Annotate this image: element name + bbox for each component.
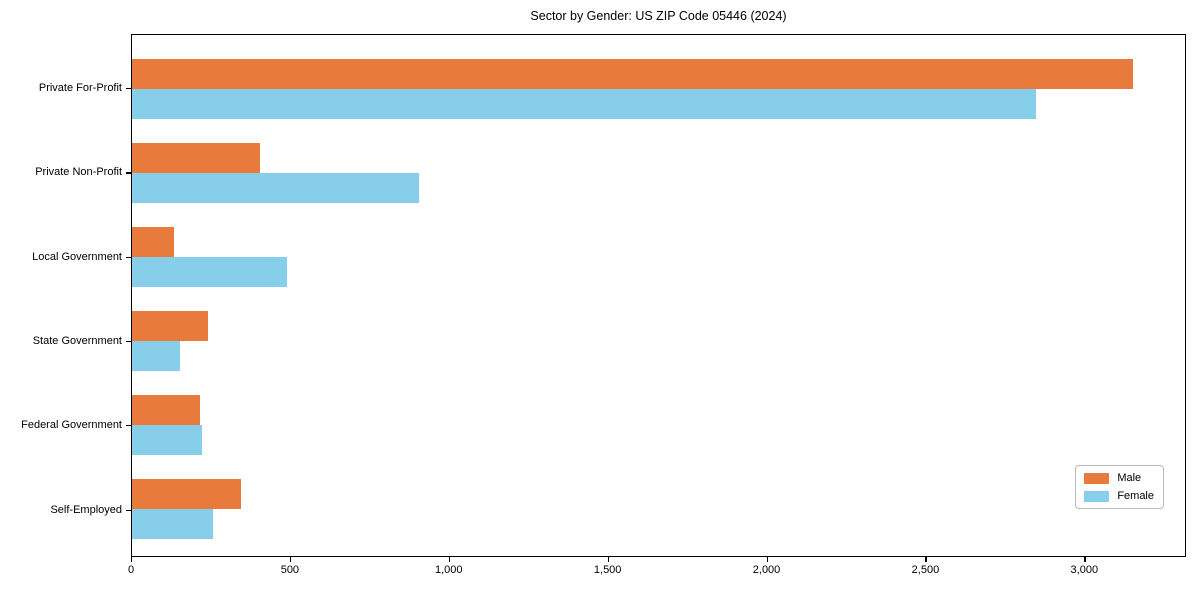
- y-tick-label: Local Government: [32, 250, 122, 263]
- y-tick-mark: [126, 340, 131, 343]
- x-tick-label: 500: [280, 564, 300, 576]
- y-tick-mark: [126, 172, 131, 174]
- x-tick-label: 2,500: [911, 564, 940, 576]
- bar-male-0: [132, 58, 1133, 89]
- x-tick-mark: [766, 557, 768, 562]
- bar-female-4: [132, 424, 203, 455]
- y-tick-mark: [126, 256, 131, 258]
- x-tick-mark: [1084, 557, 1086, 562]
- bar-male-1: [132, 142, 261, 173]
- x-tick-mark: [925, 557, 927, 562]
- legend-label-male: Male: [1117, 472, 1142, 484]
- bar-male-5: [132, 478, 242, 509]
- bar-female-3: [132, 340, 181, 371]
- bar-male-2: [132, 226, 174, 257]
- bar-male-3: [132, 310, 209, 341]
- y-tick-label: Private Non-Profit: [35, 166, 122, 179]
- legend-label-female: Female: [1117, 490, 1154, 502]
- legend-entry-female: Female: [1084, 490, 1154, 502]
- x-tick-mark: [131, 557, 133, 562]
- bar-female-2: [132, 256, 288, 287]
- y-tick-label: Private For-Profit: [38, 82, 122, 95]
- x-tick-mark: [448, 557, 450, 562]
- y-tick-label: State Government: [32, 334, 122, 347]
- x-tick-mark: [289, 557, 292, 562]
- legend: Male Female: [1075, 465, 1164, 509]
- bar-female-5: [132, 508, 214, 539]
- legend-swatch-male-icon: [1084, 472, 1110, 484]
- y-tick-mark: [126, 425, 131, 427]
- legend-entry-male: Male: [1084, 472, 1154, 484]
- x-tick-label: 2,000: [752, 564, 781, 576]
- plot-area: Male Female: [131, 34, 1186, 557]
- x-tick-label: 3,000: [1070, 564, 1099, 576]
- legend-swatch-female-icon: [1084, 490, 1110, 502]
- x-tick-label: 1,000: [435, 564, 463, 576]
- x-tick-mark: [607, 557, 609, 562]
- y-tick-label: Self-Employed: [50, 503, 122, 516]
- y-tick-label: Federal Government: [21, 419, 122, 432]
- y-tick-mark: [126, 509, 131, 511]
- x-tick-label: 1,500: [593, 564, 622, 576]
- y-tick-mark: [126, 88, 131, 90]
- bar-female-0: [132, 88, 1036, 119]
- bar-female-1: [132, 172, 420, 203]
- x-tick-label: 0: [127, 564, 135, 576]
- chart-title: Sector by Gender: US ZIP Code 05446 (202…: [530, 9, 787, 23]
- bar-male-4: [132, 394, 201, 425]
